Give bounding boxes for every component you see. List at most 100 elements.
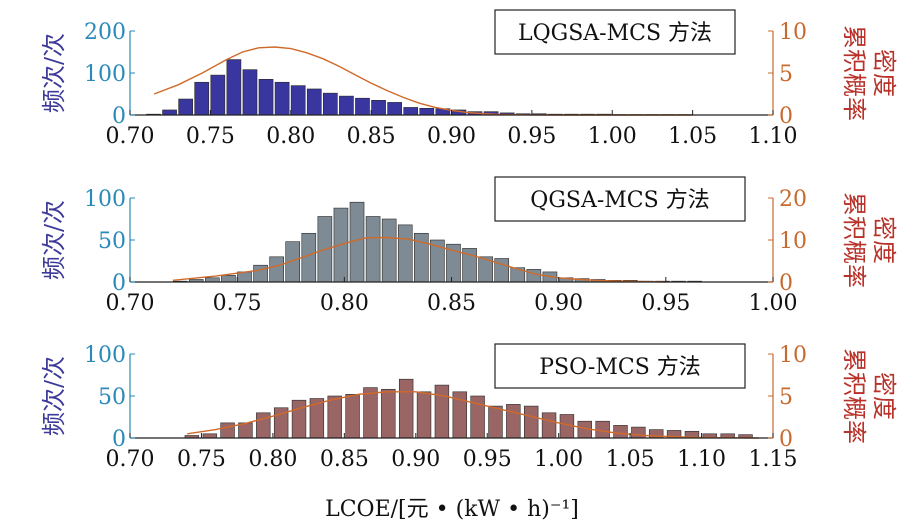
- density-curve: [172, 236, 666, 283]
- chart-panel-1: 0.70 0.75 0.80 0.85 0.90 0.95 1.00 1.05 1.100100…: [40, 9, 898, 149]
- x-tick-label: 0.90: [534, 291, 583, 316]
- legend-box: [494, 9, 736, 55]
- right-y-tick-label: 10: [779, 343, 807, 368]
- right-y-tick-label: 0: [779, 427, 793, 452]
- histogram-bar: [258, 79, 274, 116]
- x-tick-label: 0.80: [320, 291, 369, 316]
- x-tick-label: 1.05: [606, 447, 655, 472]
- left-y-tick-label: 200: [84, 20, 126, 45]
- left-y-tick-label: 50: [98, 229, 126, 254]
- density-curve: [187, 391, 759, 439]
- right-y-axis-label: 密度: [870, 372, 898, 420]
- histogram-bar: [371, 100, 386, 116]
- histogram-bar: [322, 92, 338, 116]
- x-tick-label: 0.85: [320, 447, 369, 472]
- histogram-bar: [210, 74, 226, 116]
- x-tick-label: 1.10: [677, 447, 726, 472]
- left-y-tick-label: 100: [84, 187, 126, 212]
- left-y-tick-label: 50: [98, 385, 126, 410]
- histogram-bar: [506, 404, 521, 439]
- legend-label: PSO-MCS 方法: [539, 355, 701, 380]
- x-tick-label: 0.75: [213, 291, 262, 316]
- histogram-bar: [242, 69, 258, 116]
- legend-label: LQGSA-MCS 方法: [518, 21, 712, 46]
- histogram-bar: [256, 412, 271, 439]
- x-tick-label: 1.05: [668, 124, 717, 149]
- x-tick-label: 1.00: [534, 447, 583, 472]
- right-y-tick-label: 10: [779, 229, 807, 254]
- histogram-bar: [290, 85, 306, 116]
- histogram-bar: [381, 218, 397, 283]
- right-y-axis-label: 累积概率: [840, 348, 868, 444]
- right-y-axis-label: 密度: [870, 216, 898, 264]
- x-tick-label: 0.70: [106, 447, 155, 472]
- histogram-bar: [339, 95, 354, 116]
- histogram-bar: [631, 426, 646, 439]
- histogram-bar: [488, 405, 503, 439]
- x-tick-label: 0.95: [641, 291, 690, 316]
- histogram-bar: [253, 264, 268, 283]
- histogram-bar: [205, 277, 220, 283]
- right-y-tick-label: 0: [779, 271, 793, 296]
- right-y-tick-label: 10: [779, 20, 807, 45]
- left-y-tick-label: 0: [112, 271, 126, 296]
- histogram-bar: [162, 109, 177, 116]
- histogram-bar: [306, 88, 322, 116]
- legend-box: [494, 176, 746, 222]
- left-y-tick-label: 0: [112, 104, 126, 129]
- left-y-axis-label: 频次/次: [40, 200, 68, 280]
- histogram-bar: [269, 256, 284, 283]
- histogram-bar: [327, 395, 342, 439]
- x-tick-label: 0.85: [347, 124, 396, 149]
- x-tick-label: 0.75: [186, 124, 235, 149]
- legend-box: [494, 343, 746, 389]
- x-tick-label: 0.95: [507, 124, 556, 149]
- x-tick-label: 0.90: [427, 124, 476, 149]
- chart-panel-3: 0.70 0.75 0.80 0.85 0.90 0.95 1.00 1.05 1.10 1.15…: [40, 343, 898, 472]
- histogram-bar: [523, 405, 539, 439]
- x-tick-label: 0.85: [427, 291, 476, 316]
- histogram-bar: [345, 394, 360, 439]
- x-tick-label: 0.80: [266, 124, 315, 149]
- histogram-bar: [595, 420, 610, 439]
- histogram-bar: [434, 384, 450, 439]
- histogram-bar: [387, 102, 402, 116]
- histogram-bar: [398, 378, 414, 439]
- histogram-bar: [541, 412, 557, 439]
- histogram-bar: [355, 97, 370, 116]
- x-tick-label: 0.90: [391, 447, 440, 472]
- x-tick-label: 0.75: [177, 447, 226, 472]
- histogram-bar: [301, 232, 317, 283]
- histogram-bar: [220, 422, 235, 439]
- chart-panel-2: 0.70 0.75 0.80 0.85 0.90 0.95 1.0005010001020频…: [40, 176, 898, 316]
- x-tick-label: 0.80: [248, 447, 297, 472]
- histogram-bar: [381, 388, 396, 439]
- x-axis-label: LCOE/[元 • (kW • h)⁻¹]: [325, 497, 579, 522]
- histogram-bar: [397, 224, 413, 283]
- histogram-bar: [202, 433, 218, 439]
- x-tick-label: 1.00: [749, 291, 798, 316]
- right-y-tick-label: 5: [779, 62, 793, 87]
- histogram-bar: [416, 391, 432, 439]
- histogram-bar: [274, 81, 290, 116]
- x-tick-label: 0.95: [463, 447, 512, 472]
- histogram-bar: [526, 269, 542, 283]
- right-y-tick-label: 5: [779, 385, 793, 410]
- left-y-tick-label: 100: [84, 343, 126, 368]
- x-tick-label: 1.10: [749, 124, 798, 149]
- histogram-bar: [365, 216, 381, 283]
- histogram-bar: [363, 387, 378, 439]
- x-tick-label: 0.70: [106, 124, 155, 149]
- right-y-axis-label: 密度: [870, 49, 898, 97]
- right-y-tick-label: 0: [779, 104, 793, 129]
- left-y-tick-label: 0: [112, 427, 126, 452]
- histogram-bar: [613, 425, 628, 439]
- histogram-bar: [291, 399, 307, 439]
- histogram-bar: [194, 81, 210, 116]
- histogram-bar: [419, 107, 435, 116]
- left-y-axis-label: 频次/次: [40, 356, 68, 436]
- x-tick-label: 1.00: [588, 124, 637, 149]
- x-tick-label: 1.15: [749, 447, 798, 472]
- histogram-bar: [221, 274, 236, 283]
